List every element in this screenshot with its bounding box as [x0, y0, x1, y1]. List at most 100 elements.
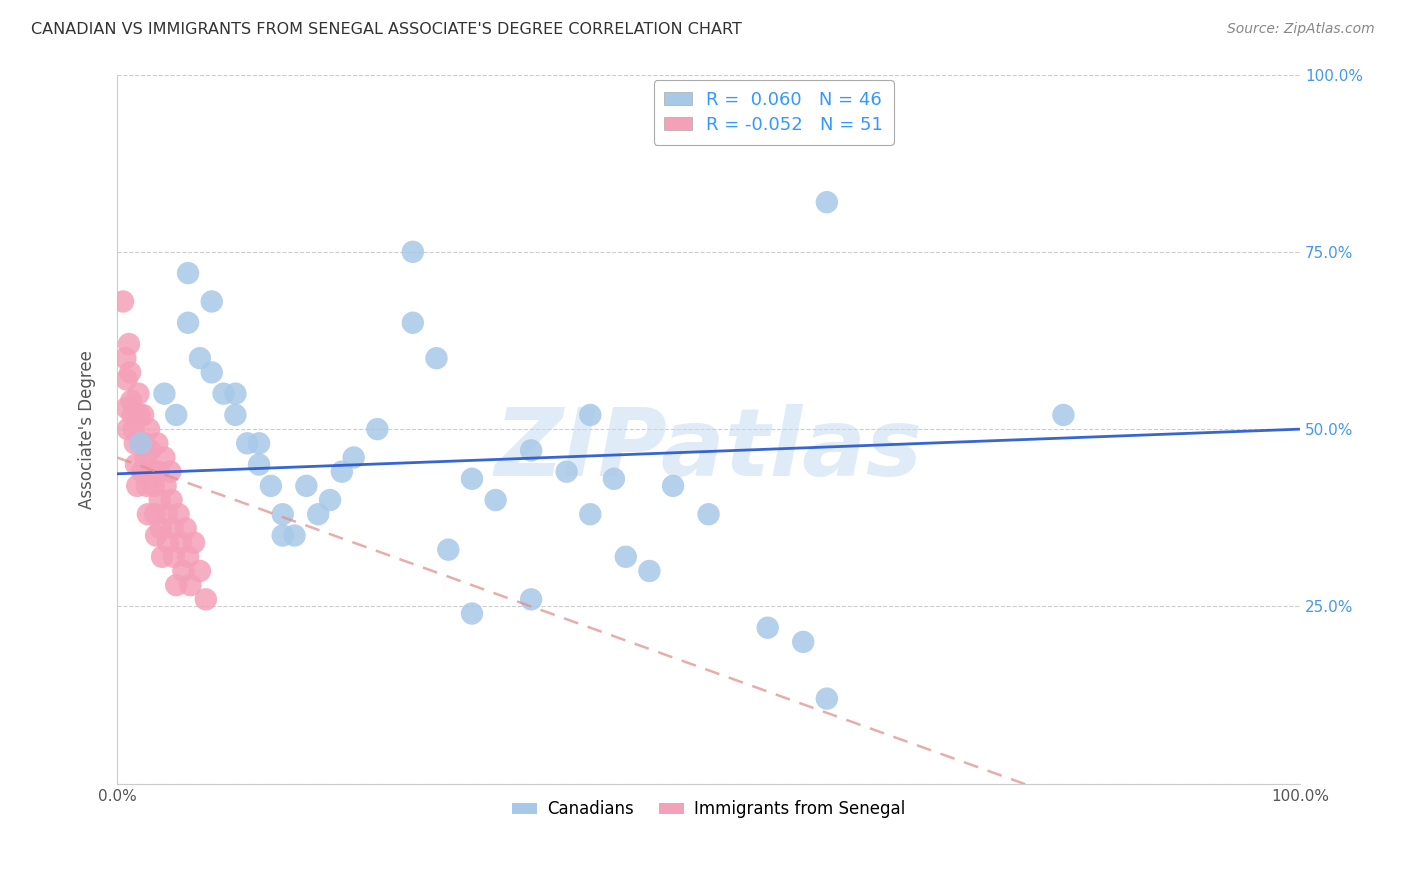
Point [121, 408, 143, 422]
Point [614, 549, 637, 564]
Point [170, 535, 193, 549]
Point [135, 479, 157, 493]
Point [307, 507, 329, 521]
Point [247, 436, 270, 450]
Point [143, 507, 166, 521]
Point [131, 465, 153, 479]
Point [579, 507, 602, 521]
Point [124, 436, 146, 450]
Point [153, 450, 176, 465]
Point [555, 465, 578, 479]
Point [815, 195, 838, 210]
Point [271, 528, 294, 542]
Point [148, 465, 170, 479]
Point [815, 691, 838, 706]
Point [142, 479, 165, 493]
Point [156, 535, 179, 549]
Point [224, 408, 246, 422]
Point [461, 607, 484, 621]
Point [163, 549, 186, 564]
Point [792, 635, 814, 649]
Point [1052, 408, 1074, 422]
Y-axis label: Associate's Degree: Associate's Degree [79, 350, 96, 508]
Point [177, 266, 200, 280]
Point [260, 479, 283, 493]
Point [159, 465, 181, 479]
Point [125, 458, 148, 472]
Point [283, 528, 305, 542]
Point [150, 549, 173, 564]
Point [149, 493, 172, 508]
Point [179, 578, 201, 592]
Point [114, 351, 136, 366]
Point [115, 401, 138, 415]
Point [160, 493, 183, 508]
Point [146, 436, 169, 450]
Point [156, 507, 179, 521]
Point [188, 564, 211, 578]
Point [437, 542, 460, 557]
Point [165, 578, 187, 592]
Point [425, 351, 447, 366]
Point [165, 408, 187, 422]
Point [136, 507, 159, 521]
Point [662, 479, 685, 493]
Point [756, 621, 779, 635]
Point [201, 365, 224, 379]
Point [319, 493, 342, 508]
Point [129, 436, 152, 450]
Point [117, 422, 139, 436]
Text: Source: ZipAtlas.com: Source: ZipAtlas.com [1227, 22, 1375, 37]
Point [129, 436, 152, 450]
Point [149, 521, 172, 535]
Point [127, 479, 149, 493]
Point [579, 408, 602, 422]
Point [485, 493, 508, 508]
Point [174, 521, 197, 535]
Point [201, 294, 224, 309]
Point [236, 436, 259, 450]
Point [128, 408, 150, 422]
Point [461, 472, 484, 486]
Point [115, 372, 138, 386]
Point [138, 422, 160, 436]
Point [295, 479, 318, 493]
Point [520, 443, 543, 458]
Point [134, 450, 156, 465]
Point [142, 465, 165, 479]
Point [697, 507, 720, 521]
Point [271, 507, 294, 521]
Point [155, 479, 177, 493]
Point [402, 316, 425, 330]
Point [120, 365, 142, 379]
Point [212, 386, 235, 401]
Point [145, 528, 167, 542]
Text: ZIPatlas: ZIPatlas [495, 404, 922, 497]
Point [343, 450, 366, 465]
Point [402, 244, 425, 259]
Point [177, 316, 200, 330]
Point [366, 422, 388, 436]
Point [132, 408, 155, 422]
Point [330, 465, 353, 479]
Point [127, 386, 149, 401]
Point [194, 592, 217, 607]
Point [183, 535, 205, 549]
Point [603, 472, 626, 486]
Point [162, 521, 184, 535]
Legend: Canadians, Immigrants from Senegal: Canadians, Immigrants from Senegal [505, 794, 911, 825]
Point [247, 458, 270, 472]
Point [122, 422, 145, 436]
Point [638, 564, 661, 578]
Point [172, 564, 194, 578]
Point [118, 337, 141, 351]
Point [120, 393, 142, 408]
Point [134, 436, 156, 450]
Point [188, 351, 211, 366]
Point [111, 294, 134, 309]
Point [167, 507, 190, 521]
Point [520, 592, 543, 607]
Point [139, 443, 162, 458]
Text: CANADIAN VS IMMIGRANTS FROM SENEGAL ASSOCIATE'S DEGREE CORRELATION CHART: CANADIAN VS IMMIGRANTS FROM SENEGAL ASSO… [31, 22, 742, 37]
Point [224, 386, 246, 401]
